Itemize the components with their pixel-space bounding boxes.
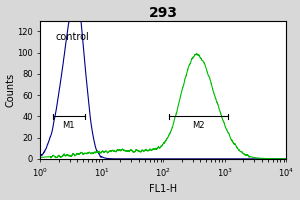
Text: control: control xyxy=(56,32,89,42)
Title: 293: 293 xyxy=(149,6,178,20)
Text: M2: M2 xyxy=(193,121,205,130)
Text: M1: M1 xyxy=(62,121,75,130)
Y-axis label: Counts: Counts xyxy=(6,73,16,107)
X-axis label: FL1-H: FL1-H xyxy=(149,184,177,194)
